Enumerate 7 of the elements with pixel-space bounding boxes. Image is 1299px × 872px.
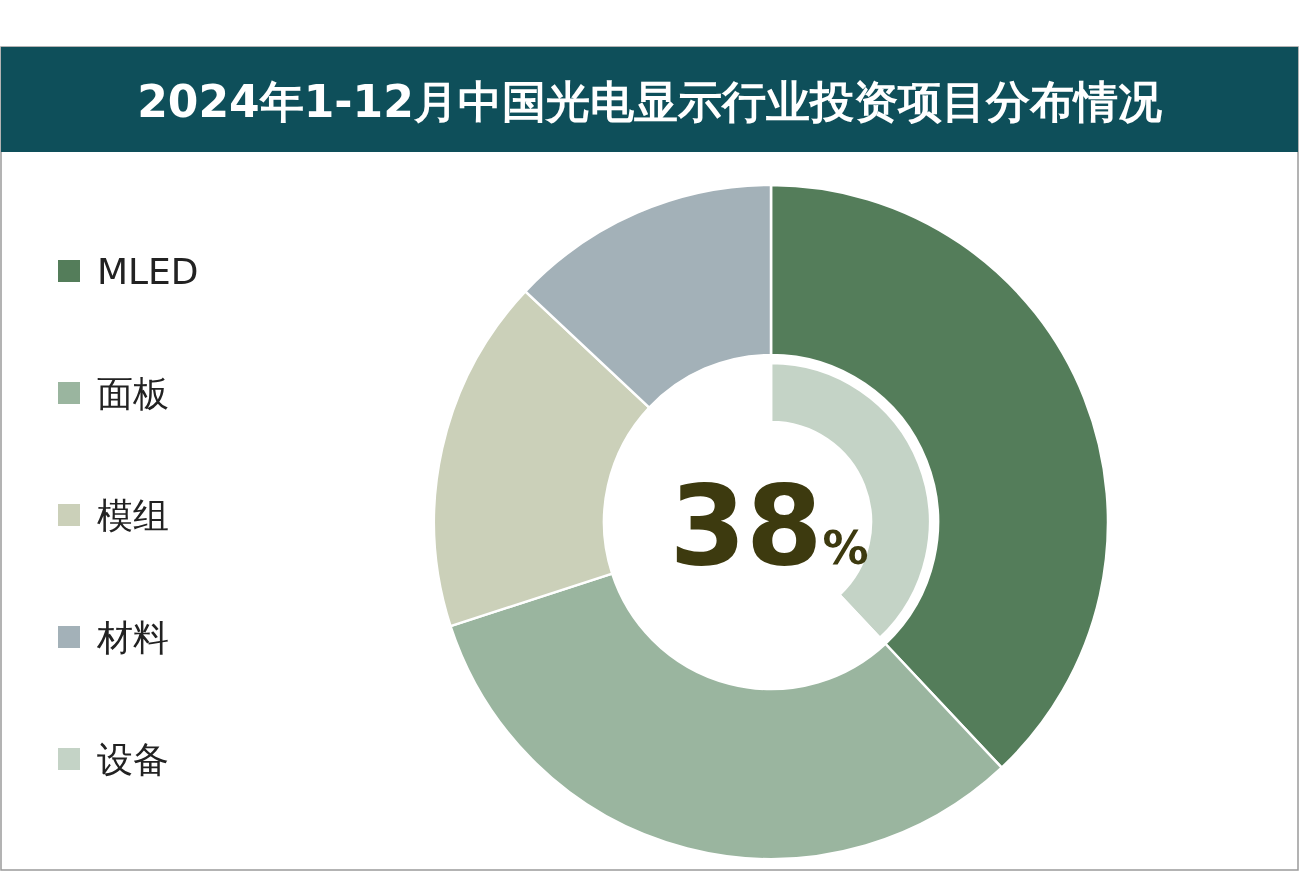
legend-label: 面板	[97, 373, 169, 414]
chart-title: 2024年1-12月中国光电显示行业投资项目分布情况	[137, 76, 1162, 127]
legend-label: 模组	[97, 495, 169, 536]
legend-label: MLED	[97, 251, 199, 292]
text: 38%	[669, 462, 869, 590]
legend-label: 材料	[96, 617, 169, 658]
legend-label: 设备	[97, 739, 169, 780]
